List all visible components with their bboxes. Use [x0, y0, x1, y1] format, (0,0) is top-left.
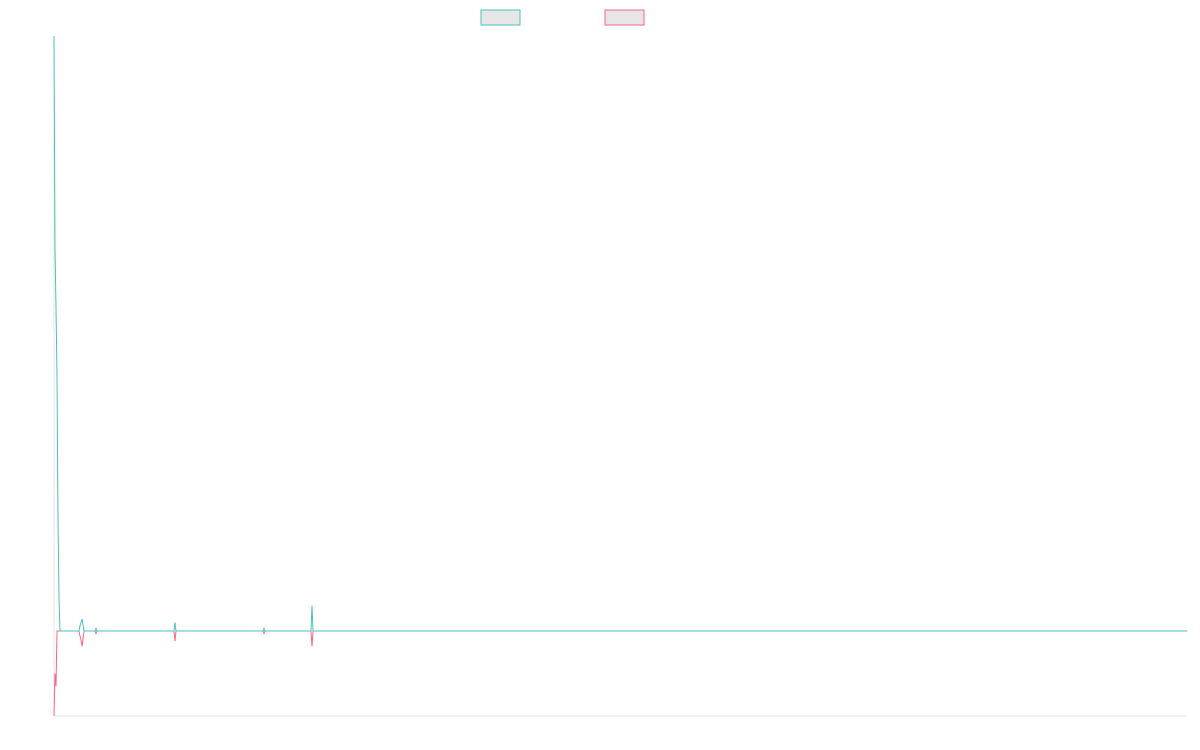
plot-area	[53, 35, 1187, 717]
series-line-a	[53, 35, 1187, 632]
series-line-b	[53, 630, 1187, 717]
legend-swatch-series-b[interactable]	[604, 9, 645, 26]
legend-swatch-series-a[interactable]	[480, 9, 521, 26]
legend	[480, 9, 645, 26]
